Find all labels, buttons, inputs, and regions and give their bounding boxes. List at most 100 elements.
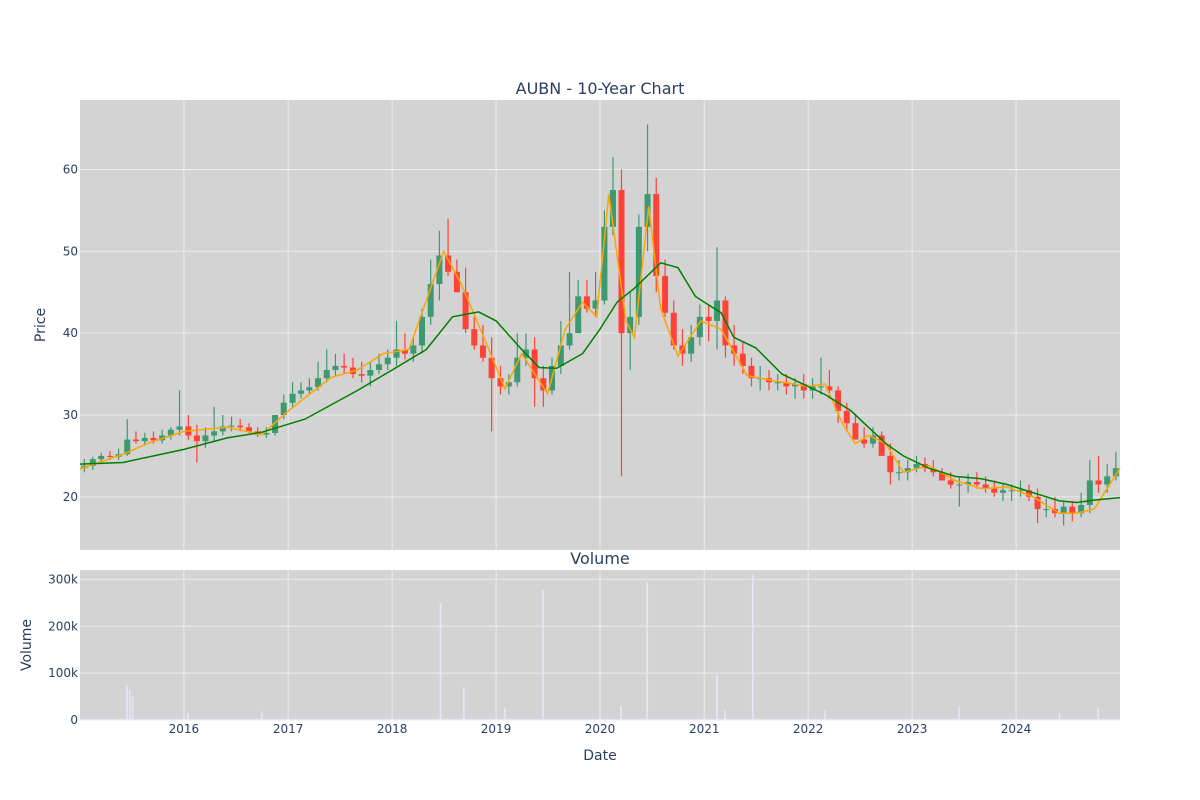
candle-body	[401, 349, 408, 354]
volume-y-axis-title: Volume	[19, 619, 35, 671]
volume-y-tick-label: 100k	[48, 666, 78, 680]
candle-body	[748, 365, 755, 379]
candle-body	[419, 316, 426, 346]
volume-y-tick-label: 300k	[48, 572, 78, 586]
price-y-axis-title: Price	[33, 308, 49, 342]
candle-body	[947, 480, 954, 485]
candle-body	[488, 357, 495, 379]
volume-bar	[724, 710, 726, 720]
candle-body	[688, 337, 695, 354]
candle-body	[670, 312, 677, 346]
candle-body	[1112, 468, 1119, 477]
x-tick-label: 2017	[273, 722, 304, 736]
volume-bar	[129, 689, 131, 720]
candle-body	[696, 316, 703, 338]
candle-body	[609, 190, 616, 227]
volume-bar	[958, 706, 960, 720]
volume-y-ticks: 0 100k 200k 300k	[48, 572, 78, 727]
candle-body	[557, 345, 564, 366]
candle-body	[1043, 509, 1050, 511]
candle-body	[315, 378, 322, 388]
volume-bar	[187, 712, 189, 720]
volume-baseline-bars	[80, 718, 1120, 720]
long-moving-average-line	[79, 261, 1121, 504]
candle-body	[592, 300, 599, 309]
price-gridlines	[80, 100, 1120, 550]
candle-body	[1060, 506, 1067, 514]
candle-body	[852, 423, 859, 440]
x-tick-label: 2023	[897, 722, 928, 736]
candle-body	[991, 488, 998, 493]
candle-body	[982, 484, 989, 489]
candle-body	[1078, 505, 1085, 514]
candle-body	[965, 482, 972, 485]
candle-body	[246, 427, 253, 432]
candle-body	[583, 296, 590, 309]
candle-body	[124, 439, 131, 455]
candle-body	[601, 226, 608, 301]
candle-body	[731, 345, 738, 354]
candle-body	[1008, 490, 1015, 492]
candle-body	[861, 439, 868, 444]
candle-body	[237, 425, 244, 428]
candle-body	[843, 410, 850, 424]
x-tick-label: 2019	[481, 722, 512, 736]
price-y-tick-label: 60	[63, 163, 78, 177]
candle-body	[1104, 476, 1111, 485]
candle-body	[306, 387, 313, 391]
x-tick-label: 2016	[169, 722, 200, 736]
volume-bar	[620, 705, 622, 720]
x-tick-label: 2022	[793, 722, 824, 736]
candle-body	[341, 365, 348, 368]
candle-body	[358, 374, 365, 376]
candle-body	[566, 333, 573, 346]
candle-body	[410, 345, 417, 354]
candle-body	[896, 472, 903, 474]
candle-body	[272, 415, 279, 433]
price-y-tick-label: 50	[63, 244, 78, 258]
candle-body	[1095, 480, 1102, 485]
price-chart-title: AUBN - 10-Year Chart	[516, 79, 685, 98]
candle-body	[453, 271, 460, 293]
candle-body	[514, 357, 521, 383]
candle-body	[193, 435, 200, 442]
candle-body	[323, 370, 330, 379]
candle-body	[479, 345, 486, 358]
candle-body	[497, 378, 504, 387]
candle-body	[263, 433, 270, 435]
candle-body	[427, 284, 434, 317]
volume-bar	[824, 710, 826, 720]
candle-body	[973, 482, 980, 485]
candle-body	[774, 382, 781, 384]
x-tick-label: 2024	[1001, 722, 1032, 736]
price-y-tick-label: 30	[63, 408, 78, 422]
candle-body	[384, 357, 391, 365]
x-tick-label: 2021	[689, 722, 720, 736]
candle-body	[1017, 490, 1024, 492]
x-axis-ticks: 2016 2017 2018 2019 2020 2021 2022 2023 2024	[169, 722, 1032, 736]
price-y-tick-label: 20	[63, 490, 78, 504]
candle-body	[367, 370, 374, 376]
candle-body	[705, 316, 712, 321]
candle-body	[445, 255, 452, 272]
candle-body	[141, 437, 148, 442]
price-lines	[79, 193, 1121, 514]
candle-body	[887, 455, 894, 473]
candle-body	[202, 435, 209, 442]
x-tick-label: 2018	[377, 722, 408, 736]
candle-body	[540, 378, 547, 391]
candle-body	[1069, 506, 1076, 514]
x-tick-label: 2020	[585, 722, 616, 736]
candle-body	[1034, 496, 1041, 510]
candle-body	[106, 455, 113, 457]
price-y-tick-label: 40	[63, 326, 78, 340]
candle-body	[219, 426, 226, 432]
candle-body	[904, 468, 911, 473]
candle-body	[436, 255, 443, 285]
candle-body	[132, 439, 139, 442]
volume-bar	[463, 687, 465, 720]
volume-bar	[1058, 712, 1061, 720]
candle-body	[878, 435, 885, 456]
